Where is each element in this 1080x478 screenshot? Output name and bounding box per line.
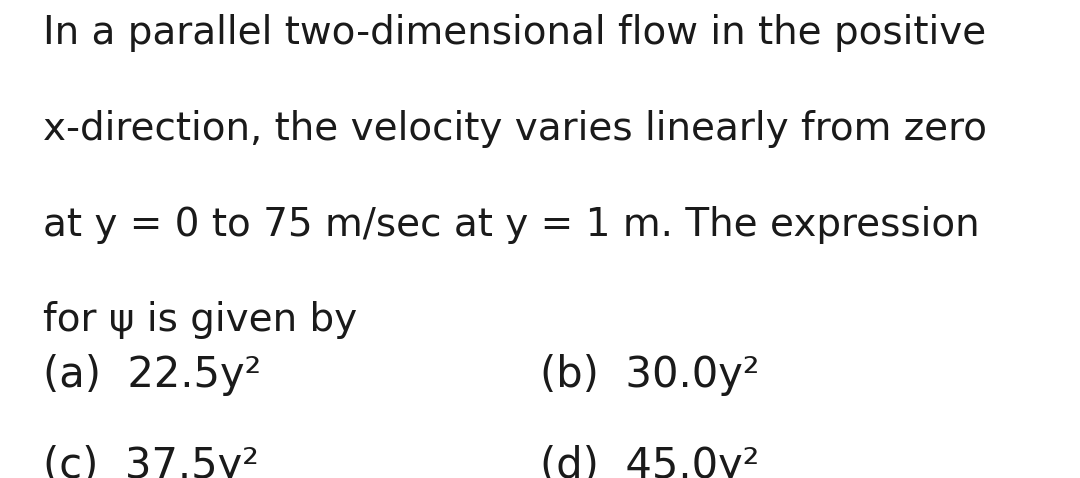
Text: (a)  22.5y²: (a) 22.5y² <box>43 354 261 396</box>
Text: x-direction, the velocity varies linearly from zero: x-direction, the velocity varies linearl… <box>43 110 987 148</box>
Text: In a parallel two-dimensional flow in the positive: In a parallel two-dimensional flow in th… <box>43 14 986 52</box>
Text: at y = 0 to 75 m/sec at y = 1 m. The expression: at y = 0 to 75 m/sec at y = 1 m. The exp… <box>43 206 980 243</box>
Text: (c)  37.5y²: (c) 37.5y² <box>43 445 259 478</box>
Text: (b)  30.0y²: (b) 30.0y² <box>540 354 759 396</box>
Text: for ψ is given by: for ψ is given by <box>43 301 357 339</box>
Text: (d)  45.0y²: (d) 45.0y² <box>540 445 759 478</box>
